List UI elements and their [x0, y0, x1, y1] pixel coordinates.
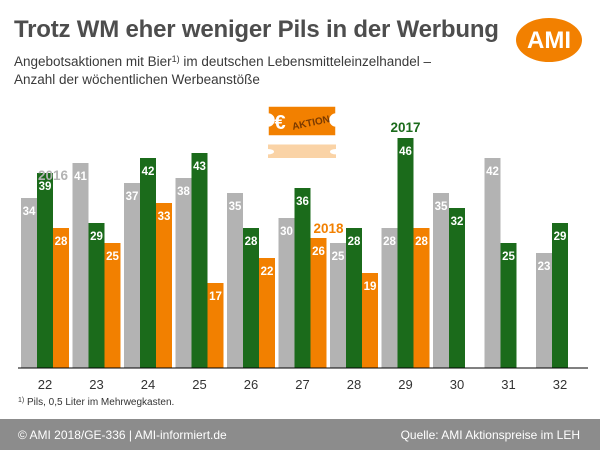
footer-bar: © AMI 2018/GE-336 | AMI-informiert.de Qu… [0, 419, 600, 450]
data-label-2017-kw32: 29 [554, 231, 567, 243]
series-label-2016: 2016 [38, 168, 69, 183]
bar-2017-kw27 [294, 188, 311, 368]
x-tick-label-25: 25 [192, 377, 206, 392]
bar-2016-kw22 [21, 198, 37, 368]
data-label-2016-kw25: 38 [177, 186, 190, 198]
bar-2018-kw25 [207, 283, 224, 368]
data-label-2018-kw27: 26 [312, 246, 325, 258]
bar-2016-kw30 [433, 193, 449, 368]
data-label-2017-kw26: 28 [245, 236, 258, 248]
bar-2017-kw22 [37, 173, 53, 368]
data-label-2017-kw22: 39 [39, 181, 52, 193]
bars-layer [21, 138, 568, 368]
footer-source: Quelle: AMI Aktionspreise im LEH [400, 428, 580, 442]
data-label-2016-kw29: 28 [383, 236, 396, 248]
bar-2016-kw24 [124, 183, 140, 368]
data-label-2018-kw28: 19 [364, 281, 377, 293]
data-label-2018-kw25: 17 [209, 291, 222, 303]
data-label-2017-kw28: 28 [348, 236, 361, 248]
bar-2018-kw27 [310, 238, 327, 368]
subtitle-text-3: Anzahl der wöchentlichen Werbeanstöße [14, 72, 260, 87]
data-label-2017-kw29: 46 [399, 146, 412, 158]
bar-2018-kw28 [362, 273, 378, 368]
x-tick-label-30: 30 [450, 377, 464, 392]
bar-2016-kw29 [381, 228, 398, 368]
aktion-badge-icon: € AKTION [267, 105, 337, 158]
x-tick-label-24: 24 [141, 377, 155, 392]
data-label-2018-kw22: 28 [55, 236, 68, 248]
x-tick-label-29: 29 [398, 377, 412, 392]
subtitle-footnote-marker: 1) [171, 54, 180, 64]
data-label-2016-kw28: 25 [332, 251, 345, 263]
footer-copyright: © AMI 2018/GE-336 | AMI-informiert.de [18, 428, 227, 442]
x-tick-label-27: 27 [295, 377, 309, 392]
series-label-2017: 2017 [390, 120, 420, 135]
x-tick-label-32: 32 [553, 377, 567, 392]
bar-2017-kw26 [243, 228, 259, 368]
x-tick-label-31: 31 [501, 377, 515, 392]
data-label-2016-kw31: 42 [486, 166, 499, 178]
bar-2017-kw23 [88, 223, 105, 368]
data-label-2016-kw24: 37 [126, 191, 139, 203]
bar-2018-kw29 [413, 228, 430, 368]
data-label-2017-kw30: 32 [451, 216, 464, 228]
x-tick-label-22: 22 [38, 377, 52, 392]
bar-2017-kw28 [346, 228, 362, 368]
x-axis-ticks: 22 23 24 25 26 27 28 29 30 31 32 [38, 377, 567, 392]
data-label-2018-kw26: 22 [261, 266, 274, 278]
footnote-marker: 1) [18, 397, 25, 404]
bar-2017-kw29 [397, 138, 414, 368]
chart-subtitle: Angebotsaktionen mit Bier1) im deutschen… [14, 53, 514, 89]
data-label-2017-kw23: 29 [90, 231, 103, 243]
bar-chart: € AKTION 3439284129253742333843173528223… [18, 105, 588, 392]
data-label-2018-kw23: 25 [106, 251, 119, 263]
bar-2016-kw31 [484, 158, 501, 368]
bar-2017-kw32 [552, 223, 568, 368]
ami-logo-text: AMI [527, 27, 571, 54]
footnote-text: Pils, 0,5 Liter im Mehrwegkasten. [24, 397, 175, 408]
bar-2017-kw30 [449, 208, 465, 368]
bar-2016-kw26 [227, 193, 243, 368]
x-tick-label-28: 28 [347, 377, 361, 392]
ami-logo-shape [516, 18, 582, 62]
bar-2018-kw23 [104, 243, 121, 368]
data-label-2016-kw26: 35 [229, 201, 242, 213]
bar-2018-kw24 [156, 203, 172, 368]
bar-2016-kw28 [330, 243, 346, 368]
subtitle-text-1: Angebotsaktionen mit Bier [14, 54, 172, 69]
bar-2016-kw27 [278, 218, 295, 368]
data-label-2016-kw32: 23 [538, 261, 551, 273]
bar-2016-kw25 [175, 178, 192, 368]
chart-title: Trotz WM eher weniger Pils in der Werbun… [14, 16, 499, 43]
data-label-2017-kw27: 36 [296, 196, 309, 208]
data-label-2016-kw27: 30 [280, 226, 293, 238]
x-tick-label-26: 26 [244, 377, 258, 392]
bar-2017-kw24 [140, 158, 156, 368]
badge-euro-symbol: € [274, 112, 285, 134]
bar-2016-kw23 [72, 163, 89, 368]
ami-logo: AMI [516, 18, 582, 62]
bar-2018-kw26 [259, 258, 275, 368]
bar-2017-kw31 [500, 243, 517, 368]
bar-2017-kw25 [191, 153, 208, 368]
x-tick-label-23: 23 [89, 377, 103, 392]
data-label-2018-kw29: 28 [415, 236, 428, 248]
subtitle-text-2: im deutschen Lebensmitteleinzelhandel – [179, 54, 432, 69]
data-label-2017-kw31: 25 [502, 251, 515, 263]
bar-2016-kw32 [536, 253, 552, 368]
series-label-2018: 2018 [313, 221, 344, 236]
bar-2018-kw22 [53, 228, 69, 368]
footnote: 1) Pils, 0,5 Liter im Mehrwegkasten. [18, 397, 174, 408]
data-label-2016-kw23: 41 [74, 171, 87, 183]
data-label-2017-kw24: 42 [142, 166, 155, 178]
data-label-2016-kw22: 34 [23, 206, 36, 218]
data-label-2016-kw30: 35 [435, 201, 448, 213]
data-label-2018-kw24: 33 [158, 211, 171, 223]
data-label-2017-kw25: 43 [193, 161, 206, 173]
